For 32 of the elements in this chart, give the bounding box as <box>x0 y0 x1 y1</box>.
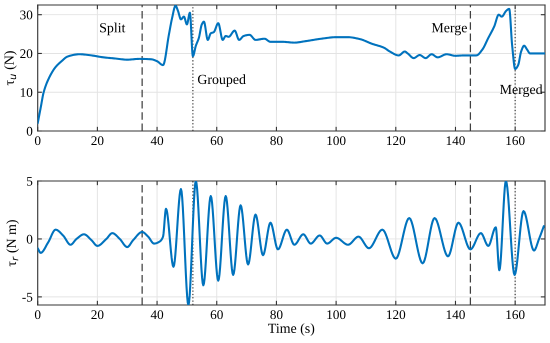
ref-line-label: Split <box>100 22 126 36</box>
y-tick-label: 0 <box>26 126 32 136</box>
x-tick-label: 80 <box>270 310 283 320</box>
x-tick-label: 60 <box>210 136 223 146</box>
y-tick-label: -5 <box>22 292 32 302</box>
ref-line-label: Merge <box>432 23 467 36</box>
x-tick-label: 160 <box>506 136 525 146</box>
x-tick-label: 80 <box>270 136 283 146</box>
x-tick-label: 140 <box>446 136 465 146</box>
x-tick-label: 120 <box>387 136 406 146</box>
x-tick-label: 0 <box>34 136 40 146</box>
x-tick-label: 160 <box>506 310 525 320</box>
y-tick-label: 30 <box>20 10 32 20</box>
y-axis-title: τ$_{u}$ (N) <box>4 51 17 86</box>
x-tick-label: 0 <box>34 310 40 320</box>
x-axis-title: Time (s) <box>268 323 314 336</box>
y-tick-label: 20 <box>20 49 32 58</box>
x-tick-label: 60 <box>210 310 223 320</box>
x-tick-label: 40 <box>150 310 164 320</box>
x-tick-label: 100 <box>327 310 346 320</box>
x-tick-label: 40 <box>150 136 164 146</box>
x-tick-label: 20 <box>91 310 104 320</box>
ref-line-label: Grouped <box>198 74 246 87</box>
y-tick-label: 5 <box>27 176 32 186</box>
y-tick-label: 10 <box>20 88 32 97</box>
x-tick-label: 100 <box>327 136 346 146</box>
ref-line-label: Merged <box>500 84 542 97</box>
y-axis-title: τ$_{r}$ (N m) <box>6 220 19 266</box>
x-tick-label: 120 <box>387 310 406 320</box>
x-tick-label: 20 <box>91 136 104 146</box>
x-tick-label: 140 <box>446 310 465 320</box>
y-tick-label: 0 <box>26 234 32 244</box>
